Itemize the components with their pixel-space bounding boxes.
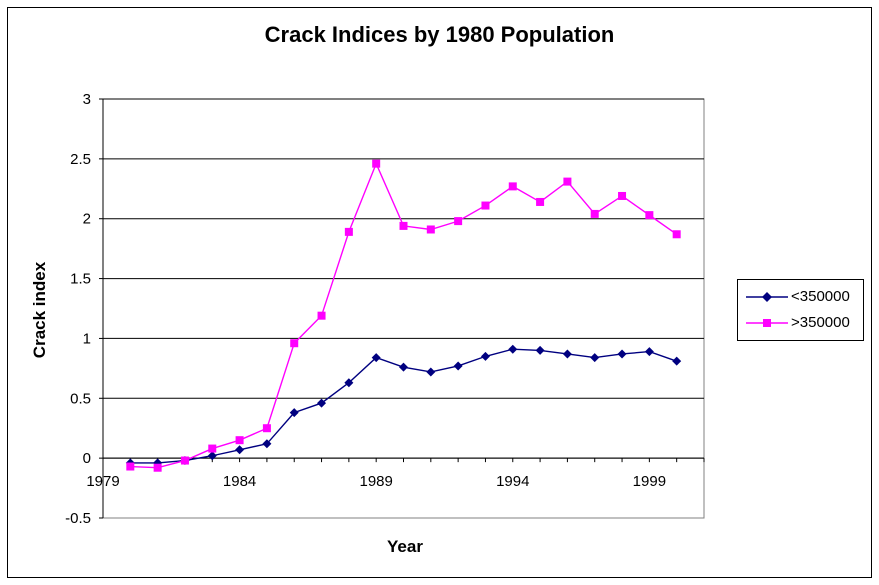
y-tick-label: 0.5 — [70, 390, 91, 407]
axes: -0.5 0 0.5 1 1.5 2 2.5 3 1979 1984 1989 1994 1999 — [65, 91, 705, 527]
data-point — [453, 361, 463, 371]
data-point — [207, 451, 217, 461]
data-point — [317, 398, 327, 408]
x-tick-label: 1979 — [86, 473, 119, 490]
data-point — [618, 191, 627, 200]
data-point — [426, 225, 435, 234]
data-point — [126, 462, 135, 471]
data-point — [344, 227, 353, 236]
series-2 — [126, 159, 681, 472]
legend-label-series-2: >350000 — [791, 314, 850, 331]
diamond-marker-icon — [746, 292, 788, 302]
data-point — [562, 349, 572, 359]
y-tick-label: 3 — [83, 91, 91, 108]
data-point — [508, 344, 518, 354]
data-point — [180, 456, 189, 465]
data-point — [372, 159, 381, 168]
data-point — [317, 311, 326, 320]
data-point — [590, 209, 599, 218]
y-tick-label: -0.5 — [65, 510, 91, 527]
chart-title: Crack Indices by 1980 Population — [264, 22, 615, 47]
plot-area — [102, 98, 705, 519]
data-point — [480, 351, 490, 361]
data-point — [672, 230, 681, 239]
data-point — [262, 439, 272, 449]
data-point — [399, 362, 408, 372]
data-point — [645, 211, 654, 220]
series-1 — [125, 344, 682, 468]
y-axis-label: Crack index — [30, 261, 49, 359]
legend: <350000 >350000 — [737, 279, 864, 341]
x-tick-label: 1984 — [223, 473, 256, 490]
y-tick-label: 2 — [83, 211, 91, 228]
data-point — [344, 378, 354, 388]
data-point — [563, 177, 572, 186]
square-marker-icon — [746, 319, 788, 327]
data-point — [481, 201, 490, 210]
data-point — [262, 424, 271, 433]
data-point — [235, 436, 244, 445]
x-tick-label: 1994 — [496, 473, 529, 490]
y-tick-label: 1.5 — [70, 271, 91, 288]
data-point — [208, 444, 217, 453]
data-point — [672, 356, 682, 366]
x-axis-label: Year — [387, 537, 423, 556]
legend-label-series-1: <350000 — [791, 288, 850, 305]
data-point — [644, 347, 654, 357]
data-point — [454, 217, 463, 226]
data-point — [535, 345, 545, 355]
data-point — [290, 339, 299, 348]
data-point — [536, 197, 545, 206]
data-point — [617, 349, 627, 359]
x-tick-label: 1989 — [359, 473, 392, 490]
y-tick-label: 1 — [83, 330, 91, 347]
y-tick-label: 2.5 — [70, 151, 91, 168]
data-point — [426, 367, 436, 377]
legend-item-series-1: <350000 — [738, 286, 865, 308]
data-point — [153, 463, 162, 472]
data-point — [371, 353, 381, 363]
data-point — [508, 182, 517, 191]
data-point — [235, 445, 245, 455]
data-point — [399, 221, 408, 230]
data-point — [289, 408, 299, 418]
series-group — [125, 159, 682, 472]
legend-item-series-2: >350000 — [738, 312, 865, 334]
y-tick-label: 0 — [83, 450, 91, 467]
data-point — [590, 353, 600, 363]
x-tick-label: 1999 — [633, 473, 666, 490]
